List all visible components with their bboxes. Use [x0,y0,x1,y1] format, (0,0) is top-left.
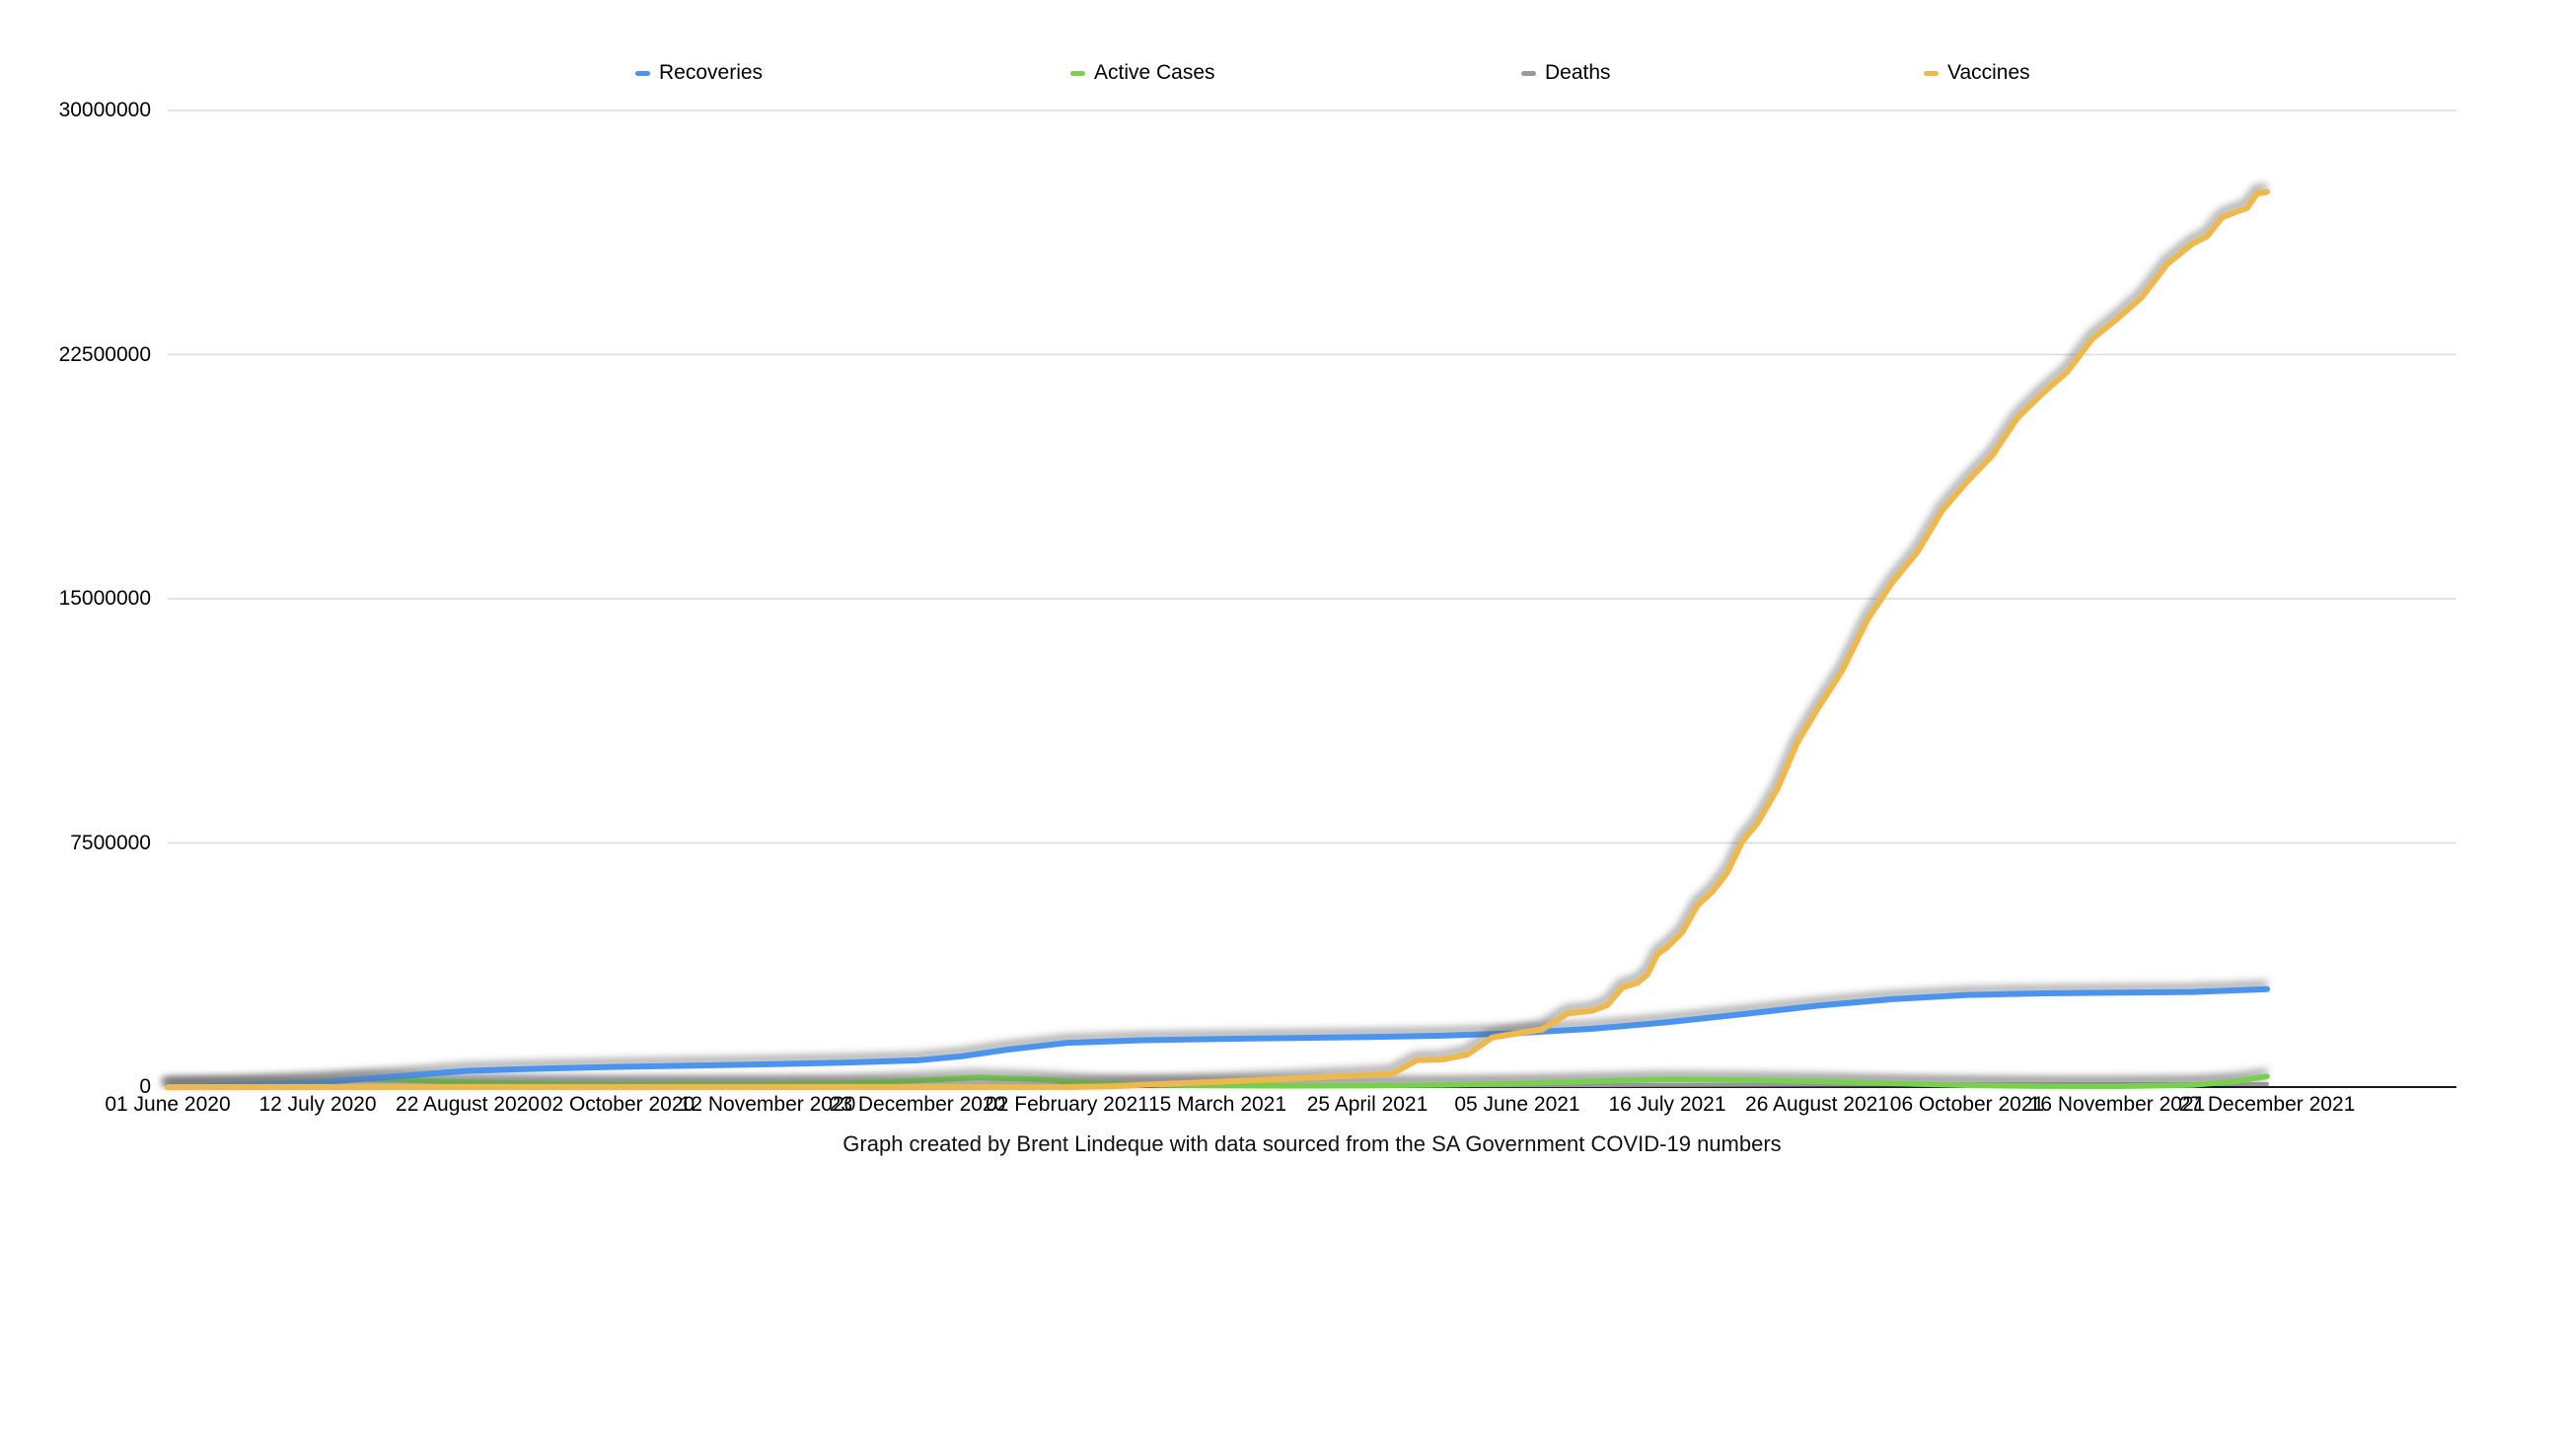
x-axis-tick-label: 26 August 2021 [1745,1093,1889,1116]
legend-item-deaths[interactable]: Deaths [1521,61,1611,85]
y-axis-tick-label: 0 [139,1075,151,1098]
x-axis-tick-label: 15 March 2021 [1147,1093,1287,1116]
series-lines [165,188,2270,1090]
y-axis-tick-label: 7500000 [70,831,151,854]
x-axis-tick-label: 12 July 2020 [258,1093,377,1116]
x-axis-tick-label: 12 November 2020 [679,1093,856,1116]
y-axis-tick-label: 15000000 [58,587,151,610]
legend-swatch-icon [1070,70,1085,76]
x-axis-tick-label: 01 June 2020 [105,1093,231,1116]
legend-label: Active Cases [1094,61,1215,84]
chart-caption: Graph created by Brent Lindeque with dat… [842,1131,1782,1156]
y-axis-tick-label: 22500000 [58,342,151,366]
legend-item-recoveries[interactable]: Recoveries [635,61,763,85]
x-axis-tick-label: 02 February 2021 [986,1093,1149,1116]
gridlines [168,109,2456,1088]
series-line-vaccines [165,188,2270,1090]
legend-item-vaccines[interactable]: Vaccines [1924,61,2030,85]
x-axis-tick-label: 16 July 2021 [1608,1093,1726,1116]
x-axis-tick-label: 05 June 2021 [1454,1093,1580,1116]
x-axis-tick-label: 22 August 2020 [396,1093,540,1116]
legend-swatch-icon [1521,70,1536,76]
series-line-recoveries [165,985,2270,1090]
x-axis-tick-label: 06 October 2021 [1889,1093,2045,1116]
legend-swatch-icon [1924,70,1939,76]
x-axis-tick-label: 23 December 2020 [829,1093,1006,1116]
y-axis-tick-label: 30000000 [58,99,151,121]
x-axis-tick-label: 25 April 2021 [1306,1093,1428,1116]
legend-item-active-cases[interactable]: Active Cases [1070,61,1215,85]
x-axis-tick-label: 02 October 2020 [540,1093,696,1116]
x-axis-tick-label: 27 December 2021 [2178,1093,2356,1116]
legend-label: Deaths [1545,61,1611,84]
legend-label: Vaccines [1947,61,2030,84]
legend-label: Recoveries [659,61,764,84]
x-axis-tick-label: 16 November 2021 [2028,1093,2206,1116]
legend-swatch-icon [635,70,650,76]
